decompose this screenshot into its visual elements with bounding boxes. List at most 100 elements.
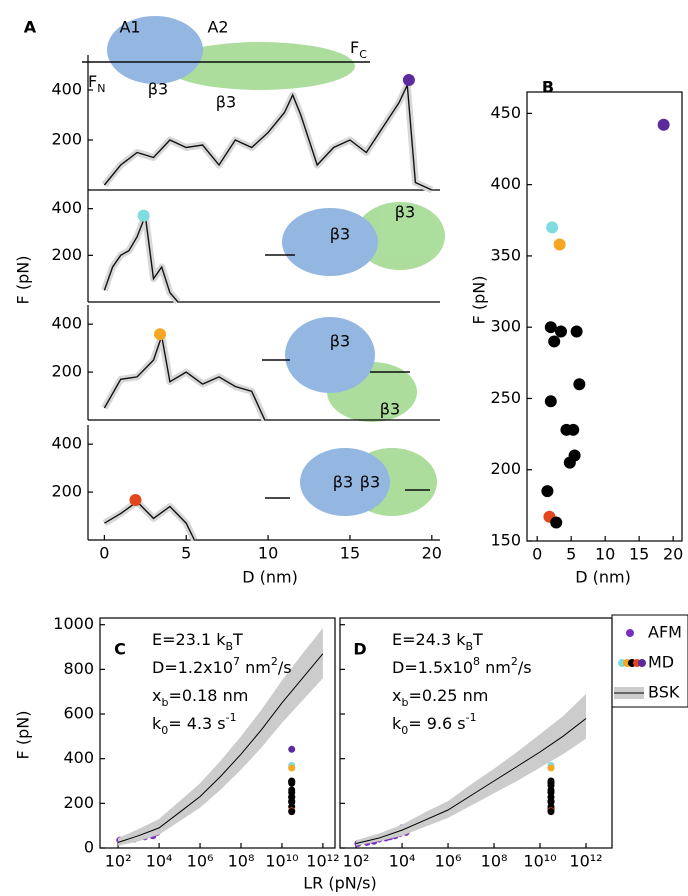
x-tick-label: 10² — [343, 852, 370, 871]
trace — [104, 500, 196, 541]
structure-label: A1 — [119, 18, 140, 37]
text-part: T — [472, 630, 483, 649]
force-label: FN — [88, 72, 105, 95]
trace — [103, 215, 179, 303]
point — [657, 118, 670, 131]
text-part: F — [88, 72, 97, 91]
text-part: 2 — [511, 655, 518, 668]
text-part: D=1.2x10 — [152, 658, 233, 677]
model-line — [355, 718, 587, 844]
text-part: 8 — [473, 655, 480, 668]
fit-parameter: E=24.3 kBT — [392, 630, 483, 653]
x-tick-label: 20 — [422, 544, 442, 563]
x-tick-label: 10¹² — [306, 852, 339, 871]
point — [547, 808, 555, 816]
trace-noise — [101, 212, 181, 305]
x-tick-label: 0 — [99, 544, 109, 563]
text-part: D=1.5x10 — [392, 658, 473, 677]
y-tick-label: 200 — [51, 245, 82, 264]
y-tick-label: 350 — [490, 245, 521, 264]
legend-label: BSK — [648, 683, 680, 702]
y-tick-label: 450 — [490, 103, 521, 122]
legend-label: AFM — [648, 623, 682, 642]
y-tick-label: 600 — [63, 704, 94, 723]
point — [544, 395, 557, 408]
x-tick-label: 10⁶ — [187, 852, 214, 871]
plot-frame — [339, 617, 613, 849]
point — [567, 423, 580, 436]
domain-a1 — [285, 317, 375, 393]
panel-label: D — [353, 640, 366, 659]
point — [573, 378, 586, 391]
x-tick-label: 20 — [663, 545, 683, 564]
y-tick-label: 300 — [490, 317, 521, 336]
point — [288, 745, 296, 753]
text-part: nm — [240, 658, 271, 677]
fit-parameter: xb=0.18 nm — [152, 686, 248, 709]
text-part: k — [152, 714, 162, 733]
text-part: k — [392, 714, 402, 733]
x-axis-label: LR (pN/s) — [303, 874, 376, 893]
text-part: nm — [480, 658, 511, 677]
structure-label: A2 — [207, 18, 228, 37]
structure-label: β3 — [360, 473, 380, 492]
text-part: b — [161, 696, 168, 709]
panel-label: B — [542, 78, 554, 97]
x-tick-label: 0 — [532, 545, 542, 564]
point — [288, 808, 296, 816]
x-tick-label: 10⁸ — [481, 852, 508, 871]
x-axis-label: D (nm) — [242, 568, 298, 587]
point — [570, 325, 583, 338]
point — [554, 325, 567, 338]
y-tick-label: 400 — [51, 198, 82, 217]
domain-a1 — [282, 208, 378, 276]
y-tick-label: 400 — [490, 174, 521, 193]
text-part: 2 — [271, 655, 278, 668]
y-axis-label: F (pN) — [14, 711, 33, 760]
point — [547, 764, 555, 772]
rupture-marker — [402, 74, 415, 86]
rupture-marker — [129, 493, 142, 506]
y-tick-label: 200 — [63, 793, 94, 812]
text-part: E=24.3 k — [392, 630, 466, 649]
text-part: N — [97, 82, 105, 95]
point — [563, 456, 576, 469]
rupture-marker — [154, 328, 167, 341]
y-tick-label: 0 — [84, 838, 94, 857]
point — [553, 238, 566, 251]
trace-noise — [102, 498, 198, 542]
legend-swatch — [638, 659, 646, 667]
text-part: E=23.1 k — [152, 630, 226, 649]
y-tick-label: 800 — [63, 659, 94, 678]
y-tick-label: 200 — [51, 482, 82, 501]
trace-noise — [101, 81, 434, 194]
panel-label: A — [24, 18, 37, 37]
x-tick-label: 10⁸ — [228, 852, 255, 871]
x-tick-label: 10⁶ — [435, 852, 462, 871]
text-part: 7 — [233, 655, 240, 668]
structure-label: β3 — [333, 473, 353, 492]
x-tick-label: 10² — [105, 852, 132, 871]
fit-parameter: k0= 4.3 s-1 — [152, 711, 237, 737]
y-tick-label: 400 — [51, 314, 82, 333]
x-axis-label: D (nm) — [575, 568, 631, 587]
point — [546, 221, 559, 234]
x-tick-label: 10¹⁰ — [265, 852, 298, 871]
text-part: 0 — [401, 724, 408, 737]
text-part: x — [392, 686, 401, 705]
text-part: -1 — [466, 711, 477, 724]
x-tick-label: 5 — [181, 544, 191, 563]
text-part: -1 — [226, 711, 237, 724]
rupture-marker — [137, 209, 150, 222]
trace — [103, 333, 266, 421]
text-part: 0 — [161, 724, 168, 737]
x-tick-label: 10¹² — [569, 852, 602, 871]
y-tick-label: 400 — [51, 434, 82, 453]
text-part: F — [350, 38, 359, 57]
text-part: /s — [518, 658, 532, 677]
text-part: B — [466, 640, 474, 653]
text-part: =0.18 nm — [168, 686, 248, 705]
fit-parameter: E=23.1 kBT — [152, 630, 243, 653]
y-tick-label: 200 — [51, 130, 82, 149]
